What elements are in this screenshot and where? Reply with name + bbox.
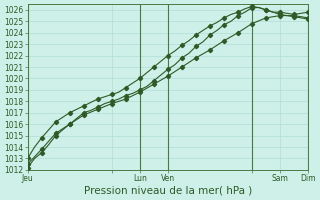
X-axis label: Pression niveau de la mer( hPa ): Pression niveau de la mer( hPa ) bbox=[84, 186, 252, 196]
